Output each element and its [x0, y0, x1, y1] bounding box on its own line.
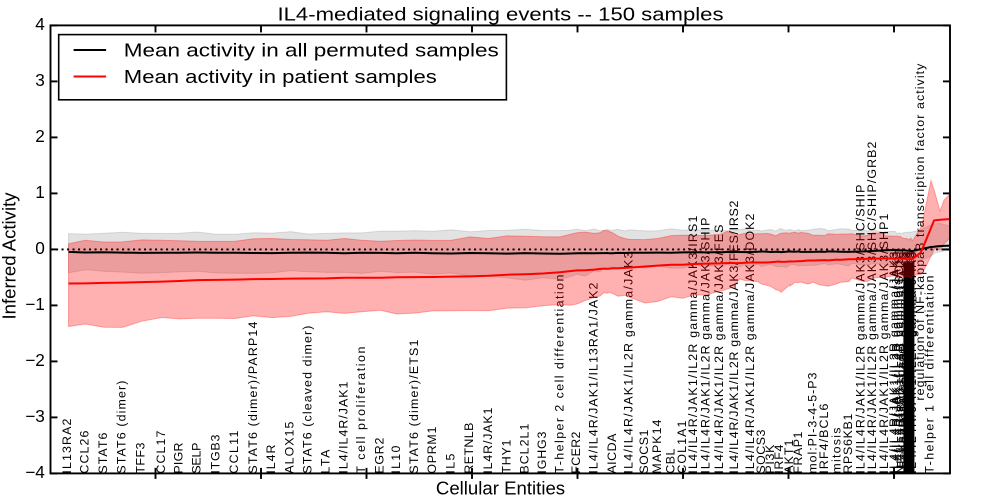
svg-text:Cellular Entities: Cellular Entities	[436, 478, 565, 499]
svg-text:AKT1: AKT1	[782, 440, 796, 474]
svg-text:MAPK14: MAPK14	[650, 420, 664, 474]
svg-text:IRF4: IRF4	[772, 445, 786, 474]
svg-text:IL4/IL4R/JAK1/IL2R gamma/JAK3/: IL4/IL4R/JAK1/IL2R gamma/JAK3/FES	[712, 225, 726, 474]
svg-text:IL4/IL4R/JAK1/IL2R gamma/JAK3/: IL4/IL4R/JAK1/IL2R gamma/JAK3/SHIP	[699, 218, 713, 474]
svg-text:IL4/IL4R/JAK1/IL2R gamma/JAK3/: IL4/IL4R/JAK1/IL2R gamma/JAK3/DOK2	[743, 214, 757, 474]
svg-text:1: 1	[35, 182, 45, 202]
svg-text:IL4/IL4R/JAK1/IL2R gamma/JAK3/: IL4/IL4R/JAK1/IL2R gamma/JAK3/SHP1	[877, 214, 891, 474]
svg-text:CCL17: CCL17	[154, 431, 168, 474]
svg-text:SOCS3: SOCS3	[754, 430, 768, 474]
svg-text:ALOX15: ALOX15	[283, 422, 297, 474]
svg-text:IL4/IL4R/JAK1/IL2R gamma/JAK3/: IL4/IL4R/JAK1/IL2R gamma/JAK3/FES/IRS2	[727, 201, 741, 474]
svg-text:BCL2L1: BCL2L1	[518, 424, 532, 474]
svg-text:TFF3: TFF3	[134, 443, 148, 474]
svg-text:−1: −1	[25, 294, 45, 314]
svg-text:−3: −3	[25, 406, 45, 426]
svg-text:STAT6: STAT6	[96, 433, 110, 474]
svg-text:−4: −4	[25, 462, 45, 482]
svg-text:SOCS1: SOCS1	[637, 430, 651, 474]
svg-text:STAT6 (dimer)/ETS1: STAT6 (dimer)/ETS1	[407, 340, 421, 474]
svg-text:PIGR: PIGR	[171, 443, 185, 474]
svg-text:Mean activity in all permuted: Mean activity in all permuted samples	[124, 40, 499, 61]
svg-text:RPS6KB1: RPS6KB1	[841, 414, 855, 474]
svg-text:IGHG3: IGHG3	[535, 432, 549, 474]
svg-text:IL4/IL4R/JAK1/IL13RA1/JAK2: IL4/IL4R/JAK1/IL13RA1/JAK2	[587, 283, 601, 474]
svg-text:mol:PI-3-4-5-P3: mol:PI-3-4-5-P3	[806, 373, 820, 474]
svg-text:IL4/IL4R/JAK1/IL2R gamma/JAK3: IL4/IL4R/JAK1/IL2R gamma/JAK3	[887, 252, 901, 474]
svg-text:SELP: SELP	[189, 443, 203, 474]
svg-text:CBL: CBL	[664, 449, 678, 474]
svg-text:3: 3	[35, 70, 45, 90]
svg-text:ITGB3: ITGB3	[209, 435, 223, 474]
svg-text:IRF4/BCL6: IRF4/BCL6	[817, 404, 831, 474]
svg-text:regulation of NF-kappaB transc: regulation of NF-kappaB transcription fa…	[913, 63, 927, 401]
svg-text:Inferred Activity: Inferred Activity	[0, 192, 20, 320]
svg-text:mitosis: mitosis	[830, 428, 844, 474]
svg-text:T-helper 2 cell differentiatio: T-helper 2 cell differentiation	[552, 275, 566, 474]
svg-text:FRAP1: FRAP1	[791, 432, 805, 474]
svg-text:IL10: IL10	[389, 446, 403, 474]
svg-text:OPRM1: OPRM1	[425, 427, 439, 474]
svg-text:2: 2	[35, 126, 45, 146]
svg-text:0: 0	[35, 238, 45, 258]
svg-text:T-helper 1 cell differentiatio: T-helper 1 cell differentiation	[923, 276, 937, 474]
svg-text:LTA: LTA	[319, 449, 333, 474]
svg-text:THY1: THY1	[500, 440, 514, 474]
svg-text:IL4/IL4R/JAK1/IL2R gamma/JAK3/: IL4/IL4R/JAK1/IL2R gamma/JAK3/SHC/SHIP	[854, 185, 868, 474]
svg-text:4: 4	[35, 14, 45, 34]
svg-text:IL5: IL5	[444, 454, 458, 474]
svg-text:CCL26: CCL26	[77, 431, 91, 474]
svg-text:IL4/IL4R/JAK1: IL4/IL4R/JAK1	[337, 382, 351, 474]
svg-text:PI3K: PI3K	[763, 444, 777, 474]
svg-text:RETNLB: RETNLB	[462, 423, 476, 474]
svg-text:IL4/IL4R/JAK1/IL2R gamma/JAK3/: IL4/IL4R/JAK1/IL2R gamma/JAK3/IRS1	[686, 216, 700, 474]
svg-text:IL4-mediated signaling events: IL4-mediated signaling events -- 150 sam…	[278, 3, 724, 24]
svg-text:T cell proliferation: T cell proliferation	[354, 347, 368, 474]
svg-text:IL4R: IL4R	[264, 445, 278, 474]
svg-text:CCL11: CCL11	[227, 431, 241, 474]
svg-text:STAT6 (cleaved dimer): STAT6 (cleaved dimer)	[301, 326, 315, 474]
svg-text:Mean activity in patient sampl: Mean activity in patient samples	[124, 66, 437, 87]
svg-text:−2: −2	[25, 350, 45, 370]
svg-text:AICDA: AICDA	[605, 433, 619, 474]
svg-text:EGR2: EGR2	[373, 438, 387, 474]
svg-text:IL4/IL4R/JAK1/IL2R gamma/SOS1: IL4/IL4R/JAK1/IL2R gamma/SOS1	[892, 248, 906, 474]
svg-text:IL4/IL4R/JAK1/IL2R gamma/JAK3: IL4/IL4R/JAK1/IL2R gamma/JAK3	[622, 252, 636, 474]
svg-text:COL1A1: COL1A1	[675, 421, 689, 474]
svg-text:STAT6 (dimer)/PARP14: STAT6 (dimer)/PARP14	[246, 322, 260, 474]
svg-text:IL4/IL4R/JAK1/IL2R gamma/JAK3: IL4/IL4R/JAK1/IL2R gamma/JAK3	[889, 252, 903, 474]
svg-text:FCER2: FCER2	[569, 432, 583, 474]
svg-text:IL4R/JAK1: IL4R/JAK1	[481, 408, 495, 474]
svg-text:STAT6 (dimer): STAT6 (dimer)	[115, 381, 129, 474]
svg-text:IL4/IL4R/JAK1/IL2R gamma/JAK3/: IL4/IL4R/JAK1/IL2R gamma/JAK3/SHC/SHIP/G…	[865, 142, 879, 474]
